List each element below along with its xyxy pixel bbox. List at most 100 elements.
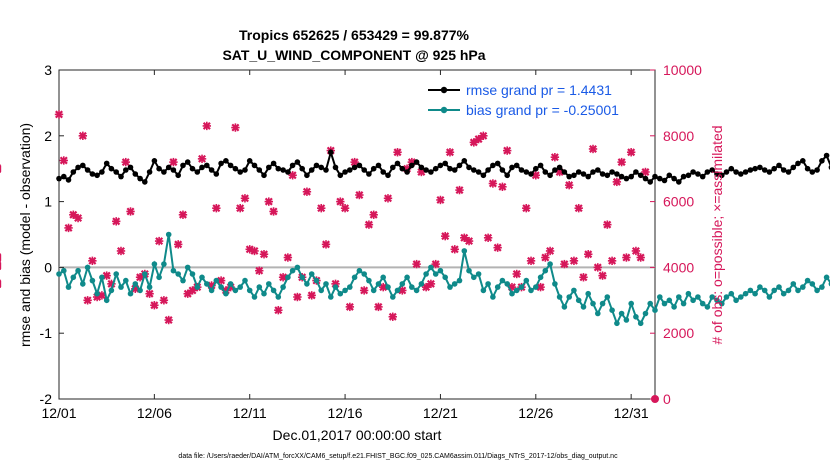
x-tick-label: 12/11 [233, 405, 267, 421]
rmse-point [552, 167, 558, 173]
rmse-point [790, 164, 797, 171]
rmse-point [699, 173, 706, 180]
bias-point [342, 287, 348, 294]
bias-point [280, 284, 286, 290]
rmse-point [370, 165, 377, 172]
obs-assimilated-marker [431, 259, 440, 269]
obs-assimilated-marker [283, 253, 293, 262]
obs-assimilated-marker [379, 282, 388, 292]
rmse-point [819, 158, 825, 164]
rmse-point [680, 173, 687, 180]
rmse-point [442, 160, 449, 167]
bias-point [733, 297, 739, 304]
rmse-point [165, 164, 172, 171]
legend-rmse-marker [440, 86, 448, 94]
rmse-point [208, 167, 215, 173]
bias-point [518, 284, 525, 290]
rmse-point [585, 173, 591, 180]
rmse-point [776, 162, 782, 169]
y-axis-left-tick-labels: -2 -1 0 1 2 3 [40, 62, 53, 407]
bias-point [75, 267, 81, 274]
obs-assimilated-marker [154, 236, 164, 246]
bias-point [304, 281, 310, 287]
obs-assimilated-marker [412, 259, 421, 269]
bias-point [704, 304, 711, 310]
obs-assimilated-marker [197, 154, 207, 164]
rmse-point [99, 169, 105, 175]
rmse-point [199, 164, 205, 171]
bias-point [70, 274, 77, 281]
bias-point [108, 287, 115, 294]
data-file-footnote: data file: /Users/raeder/DAI/ATM_forcXX/… [178, 453, 618, 460]
rmse-point [447, 165, 453, 172]
x-tick-label: 12/31 [614, 405, 649, 421]
rmse-point [671, 175, 677, 182]
bias-point [800, 284, 806, 290]
bias-point [113, 271, 119, 277]
bias-point [418, 281, 425, 287]
rmse-point [232, 165, 239, 172]
rmse-point [628, 173, 634, 180]
bias-point [819, 284, 825, 290]
obs-assimilated-marker [264, 197, 273, 206]
rmse-point [757, 164, 763, 171]
bias-point [161, 261, 167, 267]
obs-assimilated-marker [178, 210, 188, 219]
rmse-point [184, 159, 191, 165]
bias-point [657, 294, 663, 300]
obs-assimilated-marker [617, 157, 626, 167]
y-right-tick-label: 10000 [663, 62, 702, 78]
rmse-point [461, 158, 468, 164]
rmse-point [676, 179, 682, 185]
bias-point [776, 284, 782, 290]
bias-point [671, 304, 677, 310]
obs-assimilated-marker [121, 157, 130, 167]
rmse-point [132, 171, 139, 177]
bias-point [633, 314, 639, 320]
rmse-point [823, 152, 830, 159]
obs-assimilated-marker [73, 213, 83, 223]
rmse-point [413, 159, 420, 165]
bias-point [270, 287, 277, 294]
bias-point [146, 284, 153, 290]
rmse-point [618, 173, 625, 180]
bias-point [84, 264, 91, 271]
obs-assimilated-marker [641, 167, 650, 177]
bias-point [547, 261, 553, 267]
rmse-point [285, 169, 291, 175]
obs-assimilated-marker [59, 156, 68, 165]
y-axis-right-label: # of obs: o=possible; ×=assimilated [709, 125, 725, 344]
bias-point [242, 277, 248, 284]
rmse-point [89, 171, 96, 177]
bias-point [437, 267, 444, 274]
obs-assimilated-marker [612, 177, 622, 187]
bias-point [399, 281, 406, 287]
bias-point [494, 284, 501, 290]
rmse-point [480, 172, 487, 179]
bias-point [533, 284, 539, 290]
bias-point [175, 271, 181, 277]
bias-point [637, 320, 644, 327]
bias-point [246, 287, 253, 294]
rmse-point [394, 160, 401, 167]
rmse-point [518, 167, 525, 173]
obs-assimilated-marker [550, 152, 560, 162]
rmse-point [313, 162, 320, 169]
rmse-point [299, 165, 306, 172]
rmse-point [637, 172, 644, 179]
rmse-point [246, 158, 253, 164]
rmse-point [127, 164, 134, 171]
rmse-point [561, 169, 568, 175]
rmse-point [571, 172, 577, 179]
bias-point [723, 294, 730, 300]
bias-point [719, 300, 725, 307]
bias-point [761, 287, 768, 294]
rmse-point [380, 169, 387, 175]
obs-assimilated-marker [464, 236, 474, 246]
bias-point [409, 284, 415, 290]
rmse-point [156, 165, 162, 172]
bias-point [499, 277, 506, 284]
bias-point [94, 290, 100, 297]
rmse-point [752, 165, 758, 172]
bias-point [537, 274, 544, 281]
